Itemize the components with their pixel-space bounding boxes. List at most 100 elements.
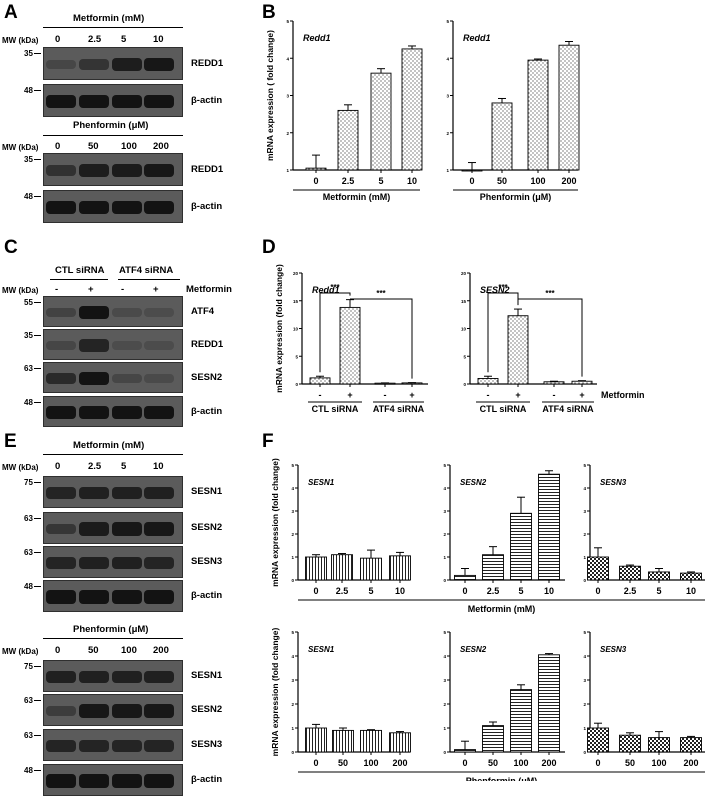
blot-strip (43, 660, 183, 692)
x-axis-title: Metformin (mM) (468, 604, 536, 614)
x-tick-label: 2.5 (487, 586, 500, 596)
bar (454, 574, 476, 581)
mw-tick (34, 586, 41, 587)
protein-band (46, 670, 76, 684)
protein-label: β-actin (191, 200, 223, 212)
gene-label: SESN2 (460, 645, 487, 654)
mw-tick (34, 700, 41, 701)
bar (482, 554, 504, 581)
protein-label: ATF4 (191, 305, 215, 317)
bar (538, 654, 560, 753)
lane-label: 0 (55, 34, 61, 45)
protein-band (79, 339, 109, 352)
y-tick-label: 1 (583, 726, 586, 731)
lane-label: 10 (153, 461, 164, 472)
x-tick-label: 10 (407, 176, 417, 186)
mw-tick (34, 482, 41, 483)
protein-label: REDD1 (191, 163, 224, 175)
y-tick-label: 1 (291, 555, 294, 560)
y-tick-label: 0 (295, 382, 298, 387)
protein-band (112, 522, 142, 536)
x-tick-label: 2.5 (336, 586, 349, 596)
protein-band (79, 200, 109, 215)
bar (507, 315, 529, 385)
bar (305, 727, 327, 753)
x-axis-title: Phenformin (μM) (466, 776, 538, 781)
mw-marker: 63 (24, 731, 33, 740)
x-tick-label: + (409, 390, 414, 400)
x-tick-label: - (487, 390, 490, 400)
panel-label-d: D (262, 237, 276, 258)
bar (477, 378, 499, 385)
treatment-label: Metformin (186, 284, 232, 295)
mw-marker: 63 (24, 696, 33, 705)
lane-label: - (121, 284, 125, 295)
blot-strip (43, 512, 183, 544)
y-tick-label: 4 (583, 654, 586, 659)
blot-header-rule (43, 454, 183, 455)
blot-header: Phenformin (μM) (73, 624, 149, 635)
mw-tick (34, 53, 41, 54)
protein-band (79, 94, 109, 109)
protein-band (46, 200, 76, 215)
x-tick-label: 100 (530, 176, 545, 186)
y-tick-label: 1 (446, 168, 449, 173)
y-tick-label: 3 (443, 509, 446, 514)
y-tick-label: 2 (443, 532, 446, 537)
y-tick-label: 3 (446, 94, 449, 99)
bar (648, 571, 670, 581)
lane-label: 200 (153, 141, 169, 152)
x-tick-label: 50 (497, 176, 507, 186)
protein-band (144, 57, 174, 72)
lane-label: 100 (121, 645, 137, 656)
bar (527, 59, 549, 171)
gene-label: Redd1 (463, 33, 491, 43)
y-axis-title: mRNA expression (fold change) (270, 628, 280, 757)
blot-strip (43, 580, 183, 612)
protein-band (112, 670, 142, 684)
bar (680, 737, 702, 753)
lane-label: 0 (55, 461, 61, 472)
significance-stars: *** (376, 289, 386, 298)
bar (370, 72, 392, 171)
y-tick-label: 5 (583, 630, 586, 635)
mw-tick (34, 159, 41, 160)
mw-marker: 55 (24, 298, 33, 307)
x-tick-label: 50 (488, 758, 498, 768)
protein-band (144, 200, 174, 215)
protein-band (79, 590, 109, 604)
protein-band (144, 556, 174, 570)
group-label: ATF4 siRNA (542, 404, 594, 414)
bar (491, 102, 513, 171)
mw-tick (34, 335, 41, 336)
y-tick-label: 4 (446, 56, 449, 61)
x-tick-label: 0 (313, 176, 318, 186)
lane-label: 100 (121, 141, 137, 152)
mw-marker: 48 (24, 582, 33, 591)
x-tick-label: 100 (513, 758, 528, 768)
protein-band (112, 405, 142, 420)
protein-band (46, 739, 76, 753)
x-tick-label: 200 (541, 758, 556, 768)
lane-label: + (153, 284, 159, 295)
x-tick-label: 50 (625, 758, 635, 768)
y-tick-label: 2 (583, 532, 586, 537)
treatment-label: Metformin (601, 390, 645, 400)
protein-band (112, 58, 142, 71)
protein-band (144, 374, 174, 383)
protein-band (112, 704, 142, 718)
y-tick-label: 2 (446, 131, 449, 136)
blot-header-rule (50, 279, 108, 280)
significance-stars: *** (330, 283, 340, 292)
protein-band (144, 739, 174, 753)
panel-label-a: A (4, 2, 18, 23)
bar (389, 555, 411, 581)
protein-band (79, 371, 109, 386)
protein-label: SESN2 (191, 371, 223, 383)
x-tick-label: 5 (378, 176, 383, 186)
x-tick-label: - (319, 390, 322, 400)
protein-band (144, 341, 174, 350)
bar (571, 380, 593, 385)
y-tick-label: 5 (291, 630, 294, 635)
protein-band (46, 94, 76, 109)
